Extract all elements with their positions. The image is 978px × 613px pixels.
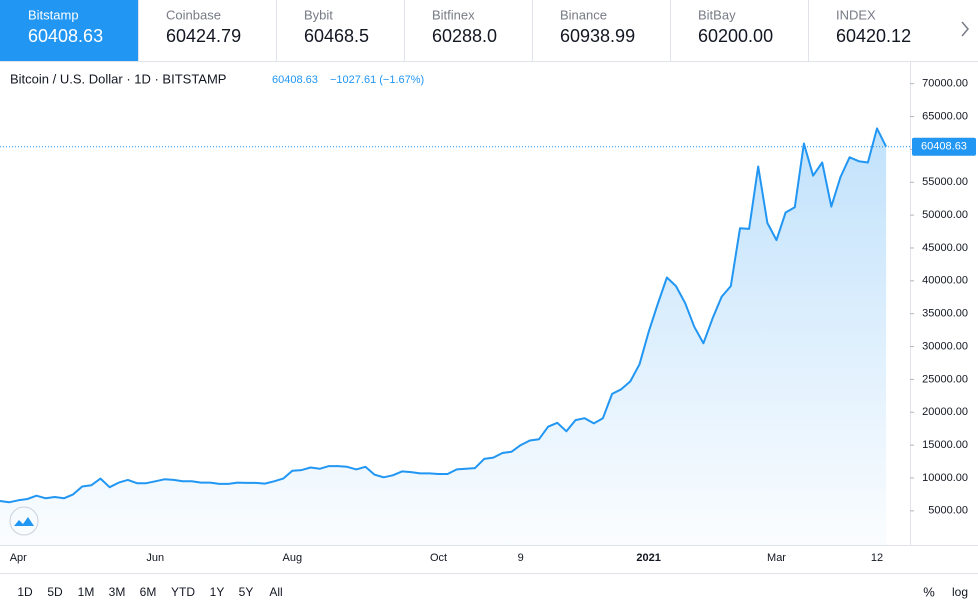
range-button[interactable]: 1D <box>17 585 33 599</box>
y-tick-label: 20000.00 <box>922 406 968 418</box>
tab-name: INDEX <box>836 7 876 22</box>
range-button[interactable]: 5Y <box>239 585 254 599</box>
x-tick-label: Aug <box>283 552 303 564</box>
y-tick-label: 5000.00 <box>928 505 968 517</box>
x-tick-label: Jun <box>146 552 164 564</box>
y-tick-label: 15000.00 <box>922 439 968 451</box>
percent-button[interactable]: % <box>923 584 935 599</box>
tab-price: 60468.5 <box>304 26 369 46</box>
x-tick-label: 2021 <box>636 552 660 564</box>
y-tick-label: 25000.00 <box>922 373 968 385</box>
tab-price: 60424.79 <box>166 26 241 46</box>
tab-price: 60938.99 <box>560 26 635 46</box>
tab[interactable] <box>276 0 404 61</box>
tab-name: Bybit <box>304 7 333 22</box>
x-tick-label: 9 <box>518 552 524 564</box>
range-button[interactable]: 1Y <box>210 585 225 599</box>
range-button[interactable]: All <box>269 585 282 599</box>
tab[interactable] <box>670 0 808 61</box>
header-price: 60408.63 <box>272 74 318 86</box>
tab-name: BitBay <box>698 7 736 22</box>
tab-price: 60200.00 <box>698 26 773 46</box>
range-button[interactable]: 6M <box>140 585 157 599</box>
range-button[interactable]: YTD <box>171 585 195 599</box>
tab-name: Bitfinex <box>432 7 475 22</box>
range-button[interactable]: 5D <box>47 585 63 599</box>
area-fill <box>0 128 887 545</box>
last-price-label: 60408.63 <box>921 141 967 153</box>
price-change: −1027.61 (−1.67%) <box>330 74 424 86</box>
tab[interactable] <box>404 0 532 61</box>
tab-price: 60288.0 <box>432 26 497 46</box>
tab-name: Binance <box>560 7 607 22</box>
tab[interactable] <box>808 0 938 61</box>
range-button[interactable]: 1M <box>78 585 95 599</box>
y-tick-label: 50000.00 <box>922 209 968 221</box>
x-tick-label: Mar <box>767 552 786 564</box>
log-button[interactable]: log <box>952 585 968 599</box>
tab-price: 60408.63 <box>28 26 103 46</box>
y-tick-label: 35000.00 <box>922 308 968 320</box>
x-tick-label: 12 <box>871 552 883 564</box>
x-tick-label: Oct <box>430 552 447 564</box>
tab-name: Coinbase <box>166 7 221 22</box>
y-tick-label: 55000.00 <box>922 176 968 188</box>
y-tick-label: 30000.00 <box>922 340 968 352</box>
tab[interactable] <box>0 0 138 61</box>
y-tick-label: 45000.00 <box>922 242 968 254</box>
scroll-arrow[interactable] <box>961 21 969 37</box>
y-tick-label: 40000.00 <box>922 275 968 287</box>
price-line <box>0 127 887 504</box>
range-button[interactable]: 3M <box>109 585 126 599</box>
y-tick-label: 10000.00 <box>922 472 968 484</box>
tab-price: 60420.12 <box>836 26 911 46</box>
last-price-box <box>912 137 976 156</box>
y-tick-label: 65000.00 <box>922 110 968 122</box>
x-tick-label: Apr <box>10 552 27 564</box>
y-tick-label: 70000.00 <box>922 78 968 90</box>
tab[interactable] <box>138 0 276 61</box>
tab-name: Bitstamp <box>28 7 79 22</box>
chart-title: Bitcoin / U.S. Dollar · 1D · BITSTAMP <box>10 71 226 86</box>
tab[interactable] <box>532 0 670 61</box>
